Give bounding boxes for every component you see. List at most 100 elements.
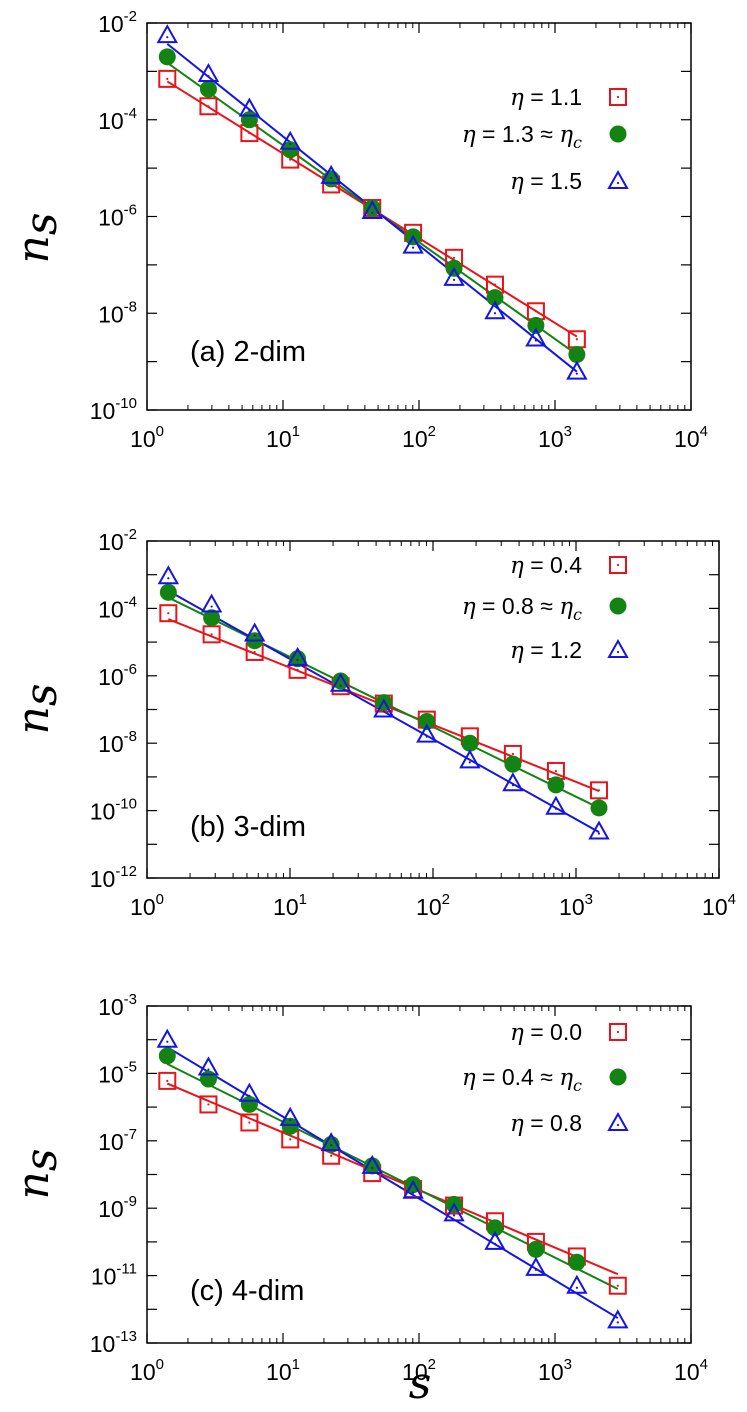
y-axis-label: ns — [8, 1149, 67, 1200]
marker-circle — [199, 1070, 217, 1088]
marker-triangle — [484, 1230, 506, 1250]
marker-dot — [210, 605, 213, 608]
marker-dot — [371, 1166, 374, 1169]
marker-dot — [616, 181, 620, 185]
marker-dot — [616, 1321, 619, 1324]
marker-dot — [253, 650, 256, 654]
marker-circle — [609, 125, 627, 143]
marker-triangle — [157, 565, 180, 585]
marker-circle — [568, 346, 586, 364]
marker-dot — [371, 211, 374, 215]
y-tick-label: 10-11 — [91, 1261, 137, 1290]
marker-triangle — [243, 622, 266, 642]
marker-dot — [493, 312, 497, 315]
legend: η = 1.1 η = 1.3 ≈ ηc η = 1.5 — [462, 84, 629, 195]
marker-dot — [248, 1094, 251, 1097]
marker-dot — [248, 131, 251, 135]
marker-square — [199, 1095, 218, 1114]
y-tick-label: 10-3 — [98, 991, 137, 1020]
x-tick-label: 104 — [702, 891, 736, 920]
marker-triangle — [525, 327, 547, 347]
legend-entry-label: η = 0.4 ≈ ηc — [462, 1064, 582, 1095]
marker-circle — [527, 1240, 545, 1258]
marker-dot — [330, 176, 333, 180]
marker-dot — [616, 1284, 619, 1287]
marker-triangle — [607, 1309, 629, 1329]
marker-square — [158, 69, 177, 88]
marker-triangle — [361, 199, 383, 219]
marker-dot — [207, 74, 210, 78]
marker-triangle — [361, 1154, 383, 1174]
x-tick-label: 103 — [538, 423, 572, 452]
marker-dot — [511, 752, 514, 756]
marker-triangle — [197, 1056, 220, 1076]
marker-dot — [534, 310, 538, 313]
panel-annotation: (b) 3-dim — [190, 811, 306, 843]
marker-triangle — [588, 820, 610, 840]
marker-dot — [166, 36, 169, 39]
y-tick-label: 10-6 — [98, 202, 137, 231]
marker-triangle — [459, 749, 481, 769]
marker-dot — [452, 1214, 456, 1217]
marker-dot — [289, 1118, 292, 1121]
marker-triangle — [484, 300, 506, 320]
y-tick-label: 10-9 — [98, 1193, 137, 1222]
marker-dot — [412, 1191, 415, 1194]
marker-dot — [330, 1154, 333, 1157]
marker-triangle — [545, 795, 567, 815]
marker-dot — [207, 105, 210, 108]
marker-circle — [504, 755, 522, 773]
panel-1: 100 101 102 103 104 10-10 10-8 10-6 10-4 10-2 ns η … — [8, 8, 708, 452]
y-tick-label: 10-5 — [98, 1058, 137, 1087]
marker-circle — [609, 597, 627, 615]
y-tick-label: 10-6 — [98, 661, 137, 690]
marker-triangle — [197, 63, 220, 83]
y-tick-label: 10-8 — [98, 298, 137, 327]
x-tick-label: 102 — [402, 423, 436, 452]
marker-dot — [575, 372, 578, 375]
marker-triangle — [238, 1082, 261, 1102]
marker-dot — [166, 1079, 169, 1082]
marker-dot — [554, 807, 558, 810]
y-tick-label: 10-7 — [98, 1126, 137, 1155]
marker-circle — [199, 80, 217, 98]
marker-circle — [486, 1219, 504, 1237]
marker-triangle — [329, 672, 352, 692]
marker-dot — [339, 684, 342, 687]
panel-2: 100 101 102 103 104 10-12 10-10 10-8 10-6 10-4 10-… — [8, 526, 736, 920]
marker-dot — [534, 1268, 538, 1271]
marker-circle — [158, 1047, 176, 1065]
marker-triangle — [607, 169, 629, 189]
marker-circle — [159, 583, 177, 601]
marker-dot — [534, 339, 538, 342]
marker-circle — [363, 199, 381, 217]
y-axis-label: ns — [8, 213, 67, 264]
marker-triangle — [607, 1111, 629, 1131]
marker-dot — [468, 761, 471, 764]
marker-dot — [166, 1040, 169, 1043]
legend: η = 0.0 η = 0.4 ≈ ηc η = 0.8 — [462, 1019, 629, 1137]
marker-dot — [289, 1138, 292, 1141]
x-tick-label: 100 — [130, 891, 164, 920]
marker-dot — [493, 1242, 497, 1245]
y-tick-label: 10-2 — [98, 526, 137, 555]
marker-triangle — [156, 1028, 179, 1048]
marker-dot — [289, 142, 292, 145]
legend-entry-label: η = 1.1 — [510, 84, 582, 111]
marker-circle — [486, 289, 504, 307]
marker-triangle — [286, 646, 309, 666]
x-tick-label: 101 — [266, 1356, 300, 1385]
marker-dot — [248, 1121, 251, 1124]
x-tick-label: 104 — [674, 423, 708, 452]
y-tick-label: 10-2 — [98, 8, 137, 37]
x-tick-label: 103 — [559, 891, 593, 920]
marker-dot — [452, 278, 456, 281]
marker-circle — [609, 1068, 627, 1086]
marker-circle — [461, 734, 479, 752]
marker-dot — [207, 1068, 210, 1071]
marker-dot — [166, 77, 169, 80]
marker-square — [608, 1276, 627, 1295]
marker-triangle — [320, 1132, 342, 1152]
marker-triangle — [502, 772, 524, 792]
